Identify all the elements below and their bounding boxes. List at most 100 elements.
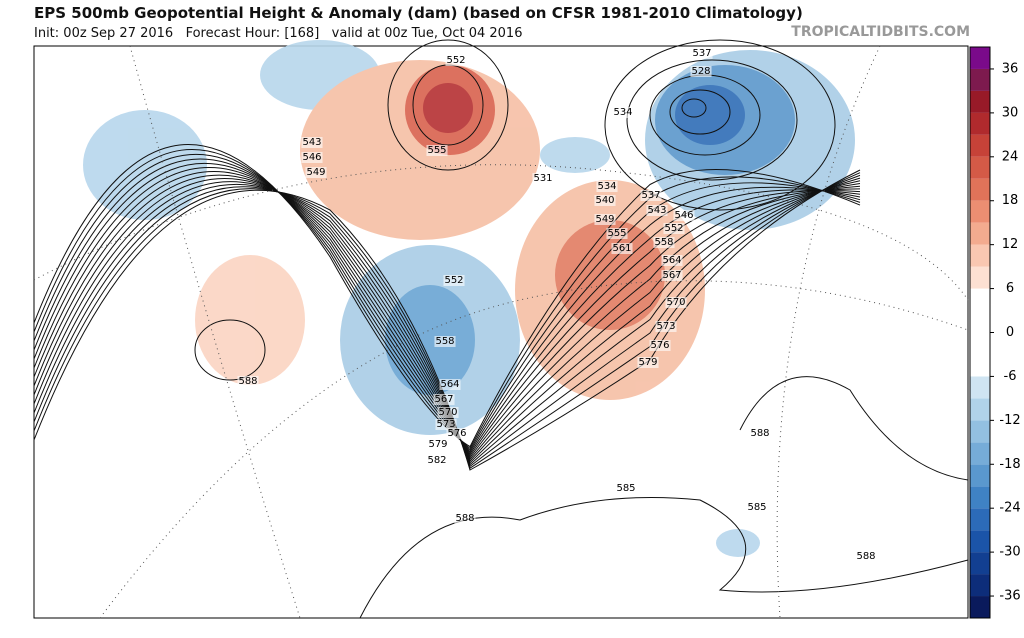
contour-label: 579 [638,357,657,368]
label-bg [532,173,554,184]
contour [33,149,861,450]
colorbar-cell [970,574,990,597]
contour-label: 534 [597,181,616,192]
contour [33,178,861,462]
contour [33,171,861,459]
label-bg [443,275,465,286]
contour-label: 549 [306,167,325,178]
contour-label: 570 [438,407,457,418]
contour [33,172,861,469]
contour-label: 588 [238,376,257,387]
colorbar-cell [970,200,990,223]
contour [387,39,509,171]
colorbar-cell [970,288,990,311]
label-bg [655,321,677,332]
contour-label: 531 [533,173,552,184]
contour-label: 588 [750,428,769,439]
label-bg [445,55,467,66]
label-bg [596,181,618,192]
colorbar-tick-label: -6 [1004,369,1017,384]
contour-label: 567 [662,270,681,281]
label-bg [611,243,633,254]
colorbar-cell [970,134,990,157]
contour-label: 528 [691,66,710,77]
label-bg [612,107,634,118]
contour [359,497,969,619]
colorbar-tick-label: -12 [999,413,1020,428]
map-frame [33,45,969,619]
label-bg [427,439,449,450]
colorbar-cell [970,178,990,201]
label-bg [305,167,327,178]
contour [412,64,484,146]
label-bg [661,270,683,281]
contour-label: 585 [747,502,766,513]
label-bg [439,379,461,390]
contour [33,158,861,453]
colorbar-cell [970,266,990,289]
colorbar-cell [970,222,990,245]
label-bg [426,145,448,156]
colorbar-tick-label: 0 [1006,325,1014,340]
colorbar-cell [970,68,990,91]
colorbar-cell [970,112,990,135]
label-bg [426,455,448,466]
colorbar-cell [970,596,990,618]
contour-label: 558 [435,336,454,347]
contour-label: 543 [647,205,666,216]
contour [33,169,861,471]
contour-label: 561 [612,243,631,254]
label-bg [665,297,687,308]
contour [669,89,731,135]
label-bg [454,513,476,524]
contour-label: 564 [662,255,681,266]
colorbar-tick-label: -18 [999,457,1020,472]
label-bg [594,195,616,206]
label-bg [640,190,662,201]
label-bg [637,357,659,368]
label-bg [855,551,877,562]
contour-label: 570 [666,297,685,308]
label-bg [661,255,683,266]
anomaly-shading [83,40,855,557]
label-bg [746,502,768,513]
colorbar-tick-label: 24 [1002,149,1019,164]
contour-label: 567 [434,394,453,405]
contour [33,174,861,461]
label-bg [437,407,459,418]
colorbar-tick-label: 18 [1002,193,1019,208]
colorbar-cell [970,530,990,553]
title: EPS 500mb Geopotential Height & Anomaly … [34,4,803,22]
label-bg [653,237,675,248]
contour-label: 537 [641,190,660,201]
contour-label: 552 [664,223,683,234]
contour [681,98,707,118]
label-bg [606,228,628,239]
colorbar-cell [970,552,990,575]
contour-label: 573 [656,321,675,332]
contour-label: 537 [692,48,711,59]
contour-label: 576 [447,428,466,439]
contour [33,180,861,464]
colorbar-tick-label: 36 [1002,61,1019,76]
colorbar-cell [970,244,990,267]
contour-label: 555 [427,145,446,156]
contour-label: 534 [613,107,632,118]
contour [649,74,761,156]
contour [739,376,969,481]
colorbar-cell [970,376,990,399]
contour-label: 579 [428,439,447,450]
contour-label: 585 [616,483,635,494]
contour [33,144,861,448]
label-bg [594,214,616,225]
contour [33,177,861,466]
colorbar-cell [970,398,990,421]
contour-label: 549 [595,214,614,225]
colorbar-tick-label: 30 [1002,105,1019,120]
colorbar-cell [970,442,990,465]
label-bg [646,205,668,216]
colorbar-cell [970,156,990,179]
contour [33,162,861,455]
contour [33,174,861,468]
colorbar-cell [970,332,990,355]
